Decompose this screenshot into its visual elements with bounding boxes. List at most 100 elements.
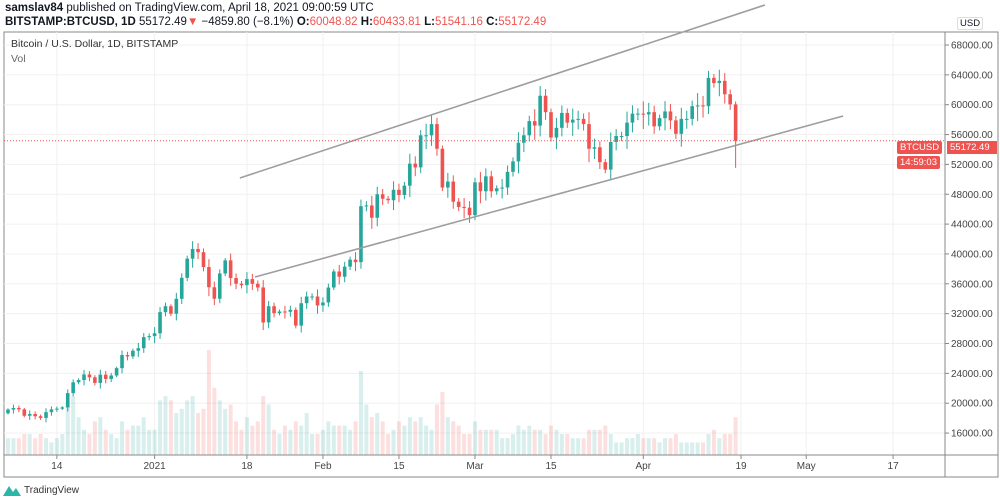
volume-bar: [310, 434, 315, 455]
candle: [49, 406, 54, 416]
legend-vol: Vol: [11, 53, 26, 65]
candle-body: [733, 104, 738, 141]
volume-bar: [711, 429, 716, 455]
volume-bar: [483, 429, 488, 455]
candle: [131, 348, 135, 359]
candle: [462, 198, 466, 219]
price-tick-label: 24000.00: [951, 369, 993, 380]
volume-bar: [684, 442, 689, 455]
candle-body: [288, 309, 293, 312]
candle: [695, 93, 700, 122]
candle-body: [82, 374, 86, 381]
candle-body: [424, 135, 428, 137]
volume-bar: [505, 438, 510, 455]
candle-body: [190, 248, 195, 259]
candle: [684, 110, 689, 129]
candle: [456, 198, 461, 212]
candle-body: [131, 350, 135, 357]
volume-bar: [120, 421, 125, 455]
currency-label[interactable]: USD: [957, 17, 984, 30]
candle: [98, 369, 103, 389]
candle: [473, 177, 477, 221]
candle: [17, 405, 21, 413]
candle-body: [549, 112, 553, 138]
candle-body: [456, 201, 461, 207]
volume-bar: [33, 438, 38, 455]
candle: [27, 410, 32, 420]
price-tick-label: 40000.00: [951, 249, 993, 260]
candle: [625, 111, 629, 149]
candle-body: [196, 248, 200, 253]
publish-info: samslav84 published on TradingView.com, …: [5, 2, 374, 14]
open-label: O:: [296, 16, 310, 28]
volume-bar: [331, 425, 336, 455]
candle: [114, 366, 119, 378]
candle-body: [701, 105, 705, 107]
candle: [413, 156, 418, 177]
tag-price: 55172.49: [947, 141, 997, 154]
candle: [250, 273, 255, 290]
volume-bar: [472, 421, 477, 455]
candle: [190, 241, 195, 268]
candle-body: [722, 80, 727, 95]
volume-bar: [206, 350, 211, 455]
candle-body: [109, 375, 113, 379]
candle: [201, 248, 206, 272]
candle-body: [522, 135, 526, 143]
candle: [375, 186, 380, 227]
volume-bar: [152, 429, 157, 455]
candle-body: [516, 142, 521, 162]
candle: [245, 272, 249, 294]
candle-body: [603, 162, 608, 170]
chart-frame: [3, 31, 999, 478]
candle: [293, 307, 298, 329]
candle-body: [402, 185, 407, 195]
candle-body: [98, 374, 103, 383]
candle-body: [158, 312, 162, 334]
candle: [76, 378, 81, 385]
tradingview-footer[interactable]: TradingView: [3, 484, 79, 496]
volume-bar: [679, 442, 684, 455]
candle: [22, 407, 27, 418]
candle: [543, 89, 548, 120]
candle: [196, 243, 200, 260]
volume-bar: [174, 413, 179, 455]
candle-body: [527, 121, 532, 136]
candle-body: [598, 147, 602, 163]
candle: [147, 333, 151, 341]
candle-body: [614, 136, 618, 143]
volume-bar: [282, 425, 287, 455]
candle: [690, 100, 694, 126]
author[interactable]: samslav84: [5, 2, 64, 14]
candle-body: [147, 336, 151, 338]
candle-body: [239, 283, 244, 286]
volume-bar: [158, 400, 163, 455]
candle: [185, 255, 189, 282]
candle-body: [76, 380, 81, 383]
price-tick-label: 16000.00: [951, 429, 993, 440]
candle-body: [266, 306, 271, 323]
price-tick-label: 20000.00: [951, 399, 993, 410]
volume-bar: [337, 425, 342, 455]
candle-body: [185, 258, 189, 278]
candle: [136, 342, 141, 357]
volume-bar: [244, 417, 249, 455]
candle: [630, 105, 635, 133]
candle: [505, 165, 510, 195]
candle: [636, 108, 640, 121]
candle-body: [478, 182, 483, 192]
volume-bar: [516, 425, 521, 455]
candle: [549, 108, 553, 142]
volume-bar: [386, 434, 391, 455]
candle: [6, 408, 10, 415]
candle: [646, 102, 651, 126]
volume-bar: [576, 438, 581, 455]
candle: [424, 123, 428, 150]
candle-body: [342, 266, 347, 277]
candle-body: [684, 118, 689, 120]
candle-body: [304, 296, 309, 304]
candle: [668, 104, 673, 130]
candle-body: [136, 348, 141, 351]
candle: [315, 289, 320, 314]
